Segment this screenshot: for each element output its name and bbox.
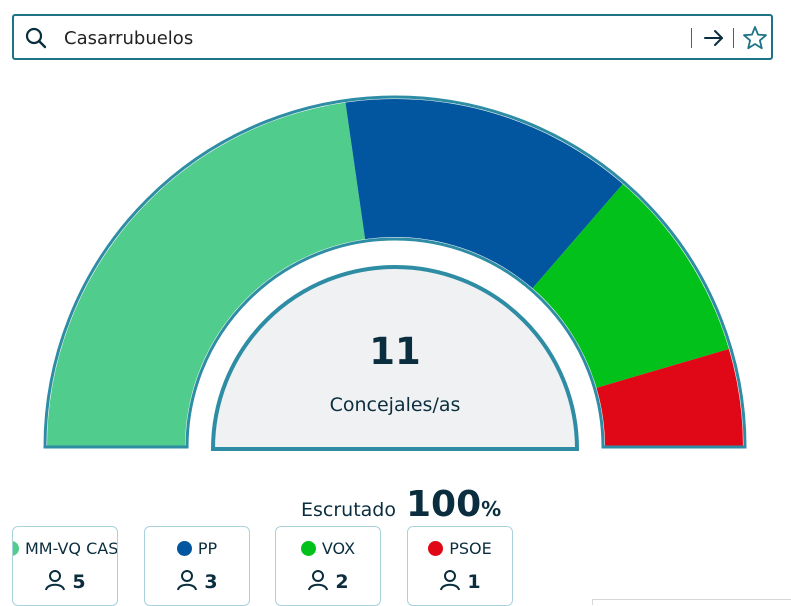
total-seats-value: 11 <box>369 330 421 373</box>
party-color-dot <box>176 541 192 556</box>
chart-outline <box>43 95 747 449</box>
search-icon[interactable] <box>24 26 48 50</box>
seat-segment-pp[interactable] <box>345 99 623 289</box>
party-color-dot <box>300 541 316 556</box>
person-icon <box>45 570 66 591</box>
party-color-dot <box>428 541 444 556</box>
municipality-search-bar <box>12 14 773 60</box>
seat-chart <box>0 60 791 480</box>
seat-segment-vox[interactable] <box>532 183 729 388</box>
seat-segment-mm-vq-cas[interactable] <box>47 102 366 447</box>
party-seats: 1 <box>408 569 512 593</box>
total-seats-label: Concejales/as <box>329 394 461 416</box>
arrow-right-icon[interactable] <box>702 26 726 50</box>
party-card[interactable]: PP 3 <box>144 526 250 606</box>
person-icon <box>308 570 329 591</box>
scrutiny-value: 100% <box>406 484 501 525</box>
person-icon <box>440 570 461 591</box>
scrutiny-status: Escrutado 100% <box>301 484 501 528</box>
star-icon[interactable] <box>742 25 768 51</box>
search-input[interactable] <box>64 22 664 54</box>
party-seats: 3 <box>145 569 249 593</box>
party-card[interactable]: PSOE 1 <box>407 526 513 606</box>
party-card[interactable]: MM-VQ CAS... 5 <box>12 526 118 606</box>
scrutiny-unit: % <box>481 497 502 521</box>
party-seats: 5 <box>13 569 117 593</box>
party-seats: 2 <box>276 569 380 593</box>
party-name: VOX <box>276 539 380 558</box>
chart-center-hub <box>210 265 580 451</box>
corner-panel <box>592 599 791 605</box>
party-name: PP <box>145 539 249 558</box>
seat-chart-svg <box>43 95 747 451</box>
seat-segment-psoe[interactable] <box>596 348 743 447</box>
party-color-dot <box>13 541 19 556</box>
party-name: PSOE <box>408 539 512 558</box>
scrutiny-number: 100 <box>405 484 482 525</box>
divider <box>733 28 734 48</box>
party-name: MM-VQ CAS... <box>13 539 117 558</box>
divider <box>691 28 692 48</box>
party-card[interactable]: VOX 2 <box>275 526 381 606</box>
person-icon <box>177 570 198 591</box>
scrutiny-label: Escrutado <box>301 499 396 521</box>
